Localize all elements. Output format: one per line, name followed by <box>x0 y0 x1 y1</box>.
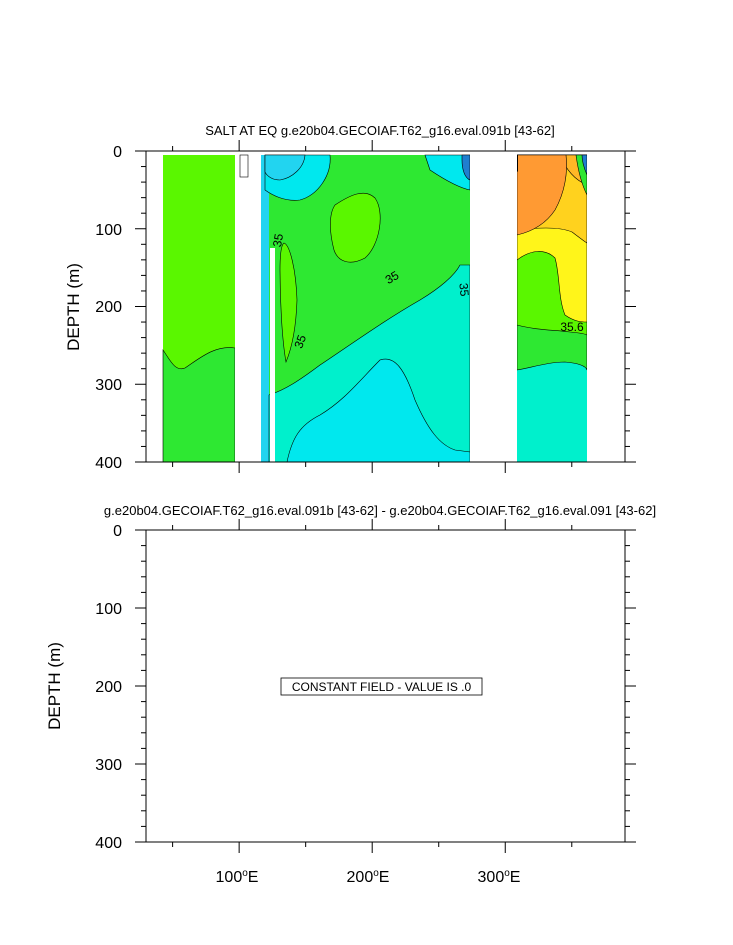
panel1-contour-labels: 35 35 35 35 35.6 <box>270 232 584 350</box>
contour-label: 35 <box>383 268 402 287</box>
panel2-ticks <box>135 519 636 853</box>
land-mask-1 <box>235 152 261 462</box>
fill-region2-lime-blob <box>330 192 381 263</box>
note-text: CONSTANT FIELD - VALUE IS .0 <box>292 680 472 694</box>
y-tick-label: 400 <box>95 835 122 852</box>
y-tick-label: 300 <box>95 757 122 774</box>
land-notch <box>239 154 249 178</box>
fill-region2-east-blue <box>461 154 471 181</box>
fill-region2-surface-sky <box>264 154 306 181</box>
fill-strip-sky <box>261 155 269 462</box>
y-tick-label: 400 <box>95 455 122 472</box>
y-tick-label: 200 <box>95 299 122 316</box>
y-tick-label: 0 <box>113 144 122 161</box>
land-mask-strip <box>270 248 275 462</box>
contour-label: 35 <box>456 282 471 297</box>
fill-region1-green <box>162 347 236 462</box>
panel1-contour-field <box>162 152 625 462</box>
x-tick-labels: 100oE 200oE 300oE <box>216 868 521 886</box>
panel1-title: SALT AT EQ g.e20b04.GECOIAF.T62_g16.eval… <box>205 123 555 138</box>
fill-region3-orange <box>516 154 567 236</box>
y-tick-label: 0 <box>113 523 122 540</box>
panel2-title: g.e20b04.GECOIAF.T62_g16.eval.091b [43-6… <box>104 503 656 518</box>
contour-label: 35.6 <box>560 320 584 334</box>
land-mask-3 <box>587 152 625 462</box>
x-tick-label-300e: 300oE <box>478 868 521 886</box>
y-tick-label: 100 <box>95 222 122 239</box>
fill-region2-lime-lens <box>279 242 298 364</box>
y-tick-label: 300 <box>95 377 122 394</box>
contour-label: 35 <box>270 232 286 248</box>
panel1-y-axis-title: DEPTH (m) <box>64 263 83 351</box>
y-tick-label: 200 <box>95 679 122 696</box>
x-tick-label-100e: 100oE <box>216 868 259 886</box>
contour-label: 35 <box>291 333 309 351</box>
note-box <box>280 677 483 696</box>
panel1-ticks <box>135 140 636 473</box>
panel1-y-tick-labels: 0 100 200 300 400 <box>95 144 122 472</box>
constant-field-note: CONSTANT FIELD - VALUE IS .0 <box>280 677 483 696</box>
panel2-y-axis-title: DEPTH (m) <box>45 642 64 730</box>
panel2-y-tick-labels: 0 100 200 300 400 <box>95 523 122 852</box>
x-tick-label-200e: 200oE <box>347 868 390 886</box>
fill-region2-deep-cyan <box>286 358 471 462</box>
fill-region2-east-cyan <box>424 154 471 191</box>
y-tick-label: 100 <box>95 601 122 618</box>
land-mask-2 <box>470 152 517 462</box>
